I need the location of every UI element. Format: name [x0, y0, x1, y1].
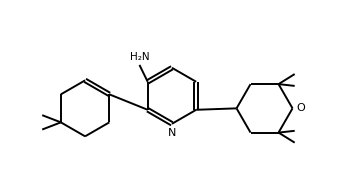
- Text: N: N: [168, 128, 176, 138]
- Text: H₂N: H₂N: [130, 52, 149, 62]
- Text: O: O: [297, 103, 306, 113]
